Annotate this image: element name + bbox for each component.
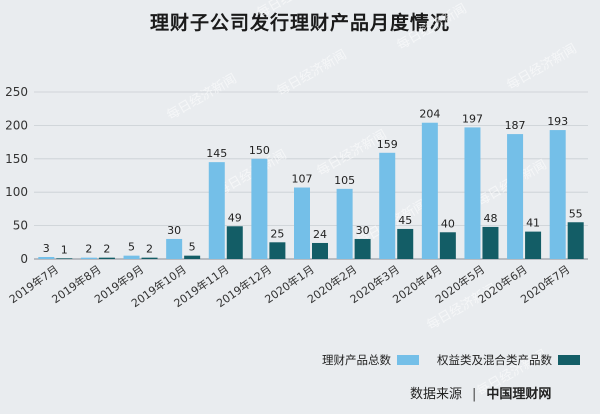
- bar-total: [336, 188, 353, 259]
- value-label-total: 30: [167, 224, 181, 237]
- bar-equity: [98, 257, 115, 259]
- value-label-total: 150: [249, 144, 270, 157]
- bar-total: [123, 255, 140, 259]
- value-label-total: 197: [462, 112, 483, 125]
- value-label-equity: 49: [228, 211, 242, 224]
- bar-equity: [482, 226, 499, 259]
- bar-total: [379, 152, 396, 259]
- source-separator: |: [472, 387, 477, 402]
- watermark-text: 每日经济新闻: [314, 127, 390, 180]
- value-label-equity: 30: [356, 224, 370, 237]
- value-label-total: 204: [419, 108, 440, 121]
- watermark-text: 每日经济新闻: [504, 41, 580, 94]
- value-label-total: 193: [547, 115, 568, 128]
- bar-equity: [525, 231, 542, 259]
- bar-equity: [141, 257, 158, 259]
- legend: 理财产品总数 权益类及混合类产品数: [322, 352, 590, 368]
- value-label-total: 3: [43, 242, 50, 255]
- bar-total: [80, 257, 97, 259]
- legend-swatch-equity: [558, 355, 580, 365]
- legend-label-total: 理财产品总数: [322, 353, 391, 367]
- y-tick-label: 50: [13, 219, 28, 233]
- value-label-total: 2: [85, 243, 92, 256]
- y-tick-label: 150: [5, 152, 28, 166]
- value-label-total: 107: [292, 173, 313, 186]
- value-label-equity: 5: [189, 241, 196, 254]
- bar-equity: [439, 232, 456, 259]
- bar-equity: [269, 242, 286, 259]
- value-label-equity: 1: [61, 243, 68, 256]
- bar-equity: [184, 255, 201, 259]
- value-label-equity: 2: [103, 243, 110, 256]
- chart-title: 理财子公司发行理财产品月度情况: [149, 12, 450, 34]
- bar-total: [251, 158, 268, 259]
- bar-equity: [226, 226, 243, 259]
- value-label-equity: 48: [483, 212, 497, 225]
- value-label-equity: 25: [270, 227, 284, 240]
- bar-total: [166, 238, 183, 259]
- bar-total: [38, 256, 55, 259]
- bar-total: [421, 122, 438, 259]
- y-tick-label: 100: [5, 185, 28, 199]
- value-label-equity: 45: [398, 214, 412, 227]
- legend-swatch-total: [397, 355, 419, 365]
- watermark-text: 每日经济新闻: [274, 47, 350, 100]
- bar-equity: [397, 228, 414, 259]
- value-label-equity: 55: [569, 207, 583, 220]
- watermark-text: 每日经济新闻: [164, 71, 240, 124]
- bar-equity: [56, 258, 73, 259]
- watermark-text: 每日经济新闻: [394, 1, 470, 54]
- value-label-total: 187: [505, 119, 526, 132]
- y-tick-label: 250: [5, 85, 28, 99]
- value-label-equity: 41: [526, 217, 540, 230]
- bar-equity: [354, 238, 371, 259]
- bar-total: [208, 162, 225, 259]
- y-tick-label: 200: [5, 118, 28, 132]
- data-source: 数据来源 | 中国理财网: [410, 383, 551, 402]
- value-label-total: 5: [128, 241, 135, 254]
- bar-total: [507, 134, 524, 259]
- legend-label-equity: 权益类及混合类产品数: [437, 353, 552, 367]
- source-label: 数据来源: [410, 387, 463, 402]
- bar-total: [294, 187, 310, 259]
- value-label-total: 105: [334, 174, 355, 187]
- value-label-total: 159: [377, 138, 398, 151]
- value-label-equity: 40: [441, 217, 455, 230]
- value-label-total: 145: [206, 147, 227, 160]
- value-label-equity: 2: [146, 243, 153, 256]
- bar-equity: [312, 242, 328, 259]
- bar-total: [549, 130, 566, 259]
- bar-equity: [567, 222, 584, 259]
- source-name: 中国理财网: [486, 387, 552, 402]
- bar-total: [464, 127, 481, 260]
- y-tick-label: 0: [20, 252, 28, 266]
- value-label-equity: 24: [313, 228, 327, 241]
- watermark-text: 每日经济新闻: [254, 0, 330, 21]
